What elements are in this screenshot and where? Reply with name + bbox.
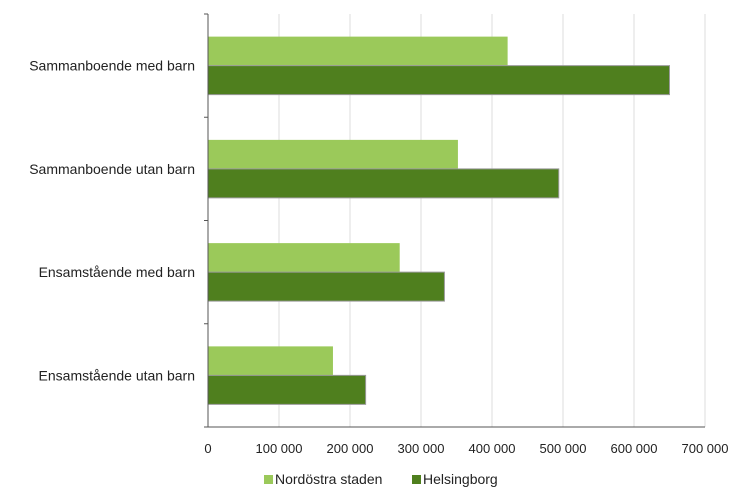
legend-label: Nordöstra staden (275, 471, 382, 487)
y-category-label: Ensamstående utan barn (39, 367, 195, 383)
y-category-label: Sammanboende utan barn (29, 161, 195, 177)
legend-label: Helsingborg (423, 471, 498, 487)
bars (207, 36, 670, 405)
x-tick-label: 100 000 (256, 441, 303, 456)
x-tick-label: 300 000 (398, 441, 445, 456)
x-tick-label: 600 000 (611, 441, 658, 456)
bar-helsingborg (207, 65, 670, 96)
legend-swatch (412, 475, 421, 484)
bar-nordostra-staden (208, 346, 333, 376)
bar-nordostra-staden (208, 139, 458, 169)
bar-nordostra-staden (208, 36, 508, 66)
y-category-label: Sammanboende med barn (29, 58, 195, 74)
x-tick-label: 500 000 (540, 441, 587, 456)
legend-swatch (264, 475, 273, 484)
bar-helsingborg (207, 168, 560, 199)
bar-helsingborg (207, 374, 367, 405)
y-category-label: Ensamstående med barn (39, 264, 195, 280)
bar-helsingborg (207, 271, 445, 302)
x-tick-label: 200 000 (327, 441, 374, 456)
x-tick-label: 700 000 (682, 441, 729, 456)
x-tick-label: 0 (204, 441, 211, 456)
bar-nordostra-staden (208, 243, 400, 273)
x-tick-label: 400 000 (469, 441, 516, 456)
axes: 0 100 000 200 000 300 000 400 000 500 000 600 … (29, 13, 729, 456)
legend: Nordöstra staden Helsingborg (264, 471, 498, 487)
